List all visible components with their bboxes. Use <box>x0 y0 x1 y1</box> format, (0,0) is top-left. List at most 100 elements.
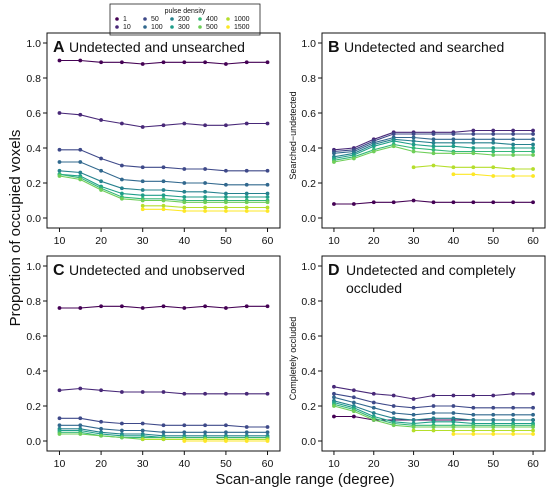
data-point <box>182 205 187 210</box>
data-point <box>265 168 270 173</box>
legend-marker <box>115 17 119 21</box>
data-point <box>244 209 249 213</box>
data-point <box>119 186 124 191</box>
x-tick-label: 40 <box>178 458 190 470</box>
data-point <box>224 123 228 128</box>
data-point <box>78 58 83 63</box>
y-tick-label: 0.0 <box>301 213 316 225</box>
legend-label: 10 <box>123 24 131 31</box>
series-1000 <box>411 163 535 171</box>
y-tick-label: 0.4 <box>26 366 41 378</box>
data-point <box>491 132 496 136</box>
data-point <box>203 391 208 396</box>
panel-ylabel: Completely occluded <box>288 317 298 401</box>
data-point <box>161 60 166 65</box>
data-point <box>471 432 476 436</box>
panel-title: Undetected and completely occluded <box>346 262 516 296</box>
data-point <box>224 200 228 205</box>
legend-marker <box>143 17 147 21</box>
legend-label: 200 <box>178 16 190 23</box>
y-tick-label: 0.8 <box>26 73 41 85</box>
data-point <box>471 132 476 136</box>
data-point <box>471 405 476 410</box>
data-point <box>57 160 62 164</box>
data-point <box>411 397 416 401</box>
data-point <box>57 416 62 421</box>
data-point <box>161 437 166 442</box>
data-point <box>511 153 516 157</box>
data-point <box>57 423 62 428</box>
y-tick-label: 0.8 <box>301 73 316 85</box>
legend-marker <box>198 25 202 29</box>
data-point <box>431 132 436 136</box>
data-point <box>161 203 166 208</box>
data-point <box>471 412 476 417</box>
legend-label: 500 <box>206 24 218 31</box>
data-point <box>182 439 187 443</box>
data-point <box>451 416 456 421</box>
data-point <box>411 135 416 140</box>
data-point <box>511 146 516 150</box>
data-point <box>431 393 436 398</box>
data-point <box>244 168 249 173</box>
data-point <box>471 425 476 429</box>
data-point <box>332 395 336 400</box>
data-point <box>332 160 336 164</box>
y-tick-label: 0.2 <box>26 178 41 190</box>
data-point <box>182 391 187 396</box>
data-point <box>411 425 416 429</box>
data-point <box>203 189 208 194</box>
data-point <box>471 151 476 156</box>
x-tick-label: 40 <box>178 235 190 247</box>
data-point <box>491 174 496 178</box>
data-point <box>99 168 103 173</box>
data-point <box>431 151 436 156</box>
y-tick-label: 0.6 <box>301 108 316 120</box>
legend-marker <box>143 25 147 29</box>
data-point <box>244 425 249 429</box>
data-point <box>451 200 456 205</box>
data-point <box>161 430 166 435</box>
series-200 <box>57 168 270 196</box>
data-point <box>411 405 416 410</box>
data-point <box>451 151 456 156</box>
x-tick-label: 40 <box>448 235 460 247</box>
data-point <box>531 174 535 178</box>
data-point <box>224 209 228 213</box>
data-point <box>99 433 103 438</box>
panel-d: D Undetected and completely occluded 0.0 0.2… <box>288 255 546 470</box>
data-point <box>431 425 436 429</box>
panel-frame <box>321 32 546 229</box>
panel-frame <box>321 255 546 452</box>
data-point <box>451 425 456 429</box>
legend-label: 1500 <box>234 24 250 31</box>
data-point <box>140 179 145 184</box>
data-point <box>531 142 535 147</box>
x-tick-label: 30 <box>408 458 420 470</box>
data-point <box>371 411 376 415</box>
data-point <box>531 153 535 157</box>
data-point <box>332 404 336 408</box>
data-point <box>78 416 83 421</box>
data-point <box>332 202 336 206</box>
data-point <box>431 404 436 408</box>
panel-letter: B <box>328 39 340 56</box>
data-point <box>57 111 62 115</box>
data-point <box>531 418 535 422</box>
data-point <box>203 123 208 128</box>
legend-label: 400 <box>206 16 218 23</box>
data-point <box>332 151 336 156</box>
series-10 <box>57 111 270 129</box>
x-tick-label: 60 <box>527 235 539 247</box>
x-tick-label: 30 <box>408 235 420 247</box>
data-point <box>391 411 396 415</box>
panel-frame <box>46 255 281 452</box>
data-point <box>57 58 62 63</box>
data-point <box>511 391 516 396</box>
x-tick-label: 40 <box>448 458 460 470</box>
data-point <box>451 428 456 433</box>
data-point <box>371 418 376 422</box>
data-point <box>99 188 103 192</box>
data-point <box>244 121 249 126</box>
